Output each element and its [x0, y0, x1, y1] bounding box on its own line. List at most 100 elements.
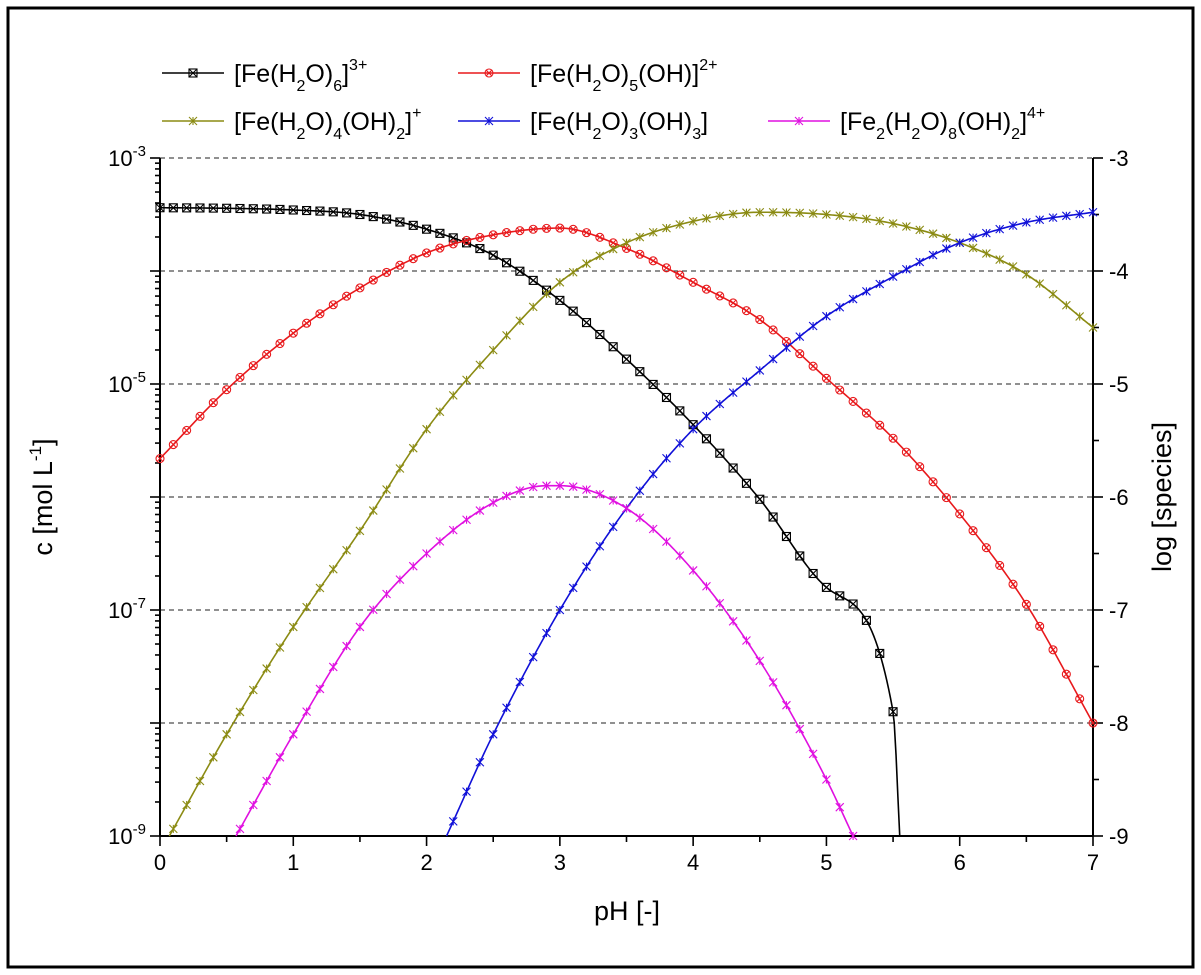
point-s2: [635, 249, 645, 259]
point-s5: [462, 515, 471, 525]
point-s4: [862, 286, 871, 296]
point-s5: [235, 824, 245, 834]
right-tick-label: -7: [1109, 598, 1129, 623]
point-s3: [875, 216, 885, 226]
point-s5: [782, 700, 791, 710]
point-s2: [448, 239, 458, 249]
point-s3: [342, 545, 351, 555]
point-s2: [875, 420, 885, 430]
point-s2: [208, 398, 218, 408]
point-s2: [1048, 645, 1058, 655]
point-s1: [555, 295, 565, 305]
point-s2: [928, 477, 938, 487]
right-tick-label: -6: [1109, 485, 1129, 510]
point-s5: [448, 525, 458, 535]
point-s5: [808, 749, 818, 759]
point-s1: [715, 448, 725, 458]
point-s4: [715, 399, 725, 409]
point-s3: [742, 208, 751, 218]
point-s2: [182, 425, 192, 435]
point-s4: [515, 677, 525, 687]
point-s3: [702, 213, 711, 223]
point-s1: [661, 392, 672, 403]
point-s2: [888, 433, 898, 443]
outer-frame: [6, 6, 1195, 969]
point-s3: [502, 330, 511, 340]
point-s2: [248, 361, 258, 371]
point-s3: [288, 622, 298, 632]
point-s2: [262, 349, 272, 359]
point-s3: [462, 375, 471, 385]
point-s4: [1075, 209, 1085, 219]
point-s2: [901, 447, 911, 457]
x-tick-label: 7: [1087, 850, 1099, 875]
x-tick-label: 5: [820, 850, 832, 875]
point-s3: [515, 316, 525, 326]
point-s5: [848, 831, 858, 841]
right-tick-label: -8: [1109, 711, 1129, 736]
point-s4: [568, 583, 578, 593]
point-s1: [568, 306, 578, 316]
point-s1: [621, 354, 632, 364]
point-s3: [1035, 279, 1045, 289]
x-tick-label: 0: [154, 850, 166, 875]
point-s2: [315, 309, 325, 319]
point-s3: [968, 243, 978, 253]
point-s3: [328, 564, 338, 574]
point-s1: [501, 258, 512, 268]
point-s4: [742, 377, 751, 386]
point-s5: [568, 482, 578, 492]
point-s3: [608, 244, 618, 254]
point-s5: [595, 489, 605, 499]
point-s1: [821, 582, 831, 592]
point-s2: [355, 283, 365, 293]
point-s3: [422, 424, 431, 434]
point-s2: [408, 254, 418, 264]
point-s2: [861, 408, 871, 418]
point-s2: [1035, 621, 1045, 631]
point-s4: [888, 272, 898, 282]
point-s3: [995, 255, 1005, 264]
point-s2: [462, 235, 472, 245]
point-s1: [395, 217, 405, 227]
point-s5: [488, 498, 498, 508]
point-s2: [835, 385, 845, 395]
point-s2: [568, 224, 578, 234]
point-s3: [768, 207, 778, 217]
point-s4: [928, 250, 938, 260]
point-s2: [728, 298, 738, 308]
left-tick-label: 10-9: [108, 821, 146, 849]
legend-entry-s1: [Fe(H2O)6]3+: [162, 57, 367, 95]
point-s2: [1021, 599, 1031, 609]
point-s2: [621, 243, 632, 253]
legend-swatch-marker: [188, 116, 198, 126]
point-s2: [488, 230, 498, 240]
point-s3: [248, 685, 258, 695]
point-s3: [822, 210, 831, 219]
point-s1: [835, 591, 845, 601]
legend-swatch-marker: [484, 68, 494, 78]
point-s4: [1008, 221, 1018, 230]
point-s2: [661, 263, 672, 273]
right-tick-label: -4: [1109, 259, 1129, 284]
point-s2: [701, 284, 712, 294]
point-s1: [795, 551, 805, 561]
point-s2: [422, 248, 432, 258]
point-s3: [195, 776, 205, 786]
point-s5: [515, 486, 525, 495]
series-line-s5: [235, 484, 854, 837]
point-s5: [822, 775, 831, 784]
point-s1: [741, 478, 752, 488]
x-tick-label: 6: [954, 850, 966, 875]
point-s2: [541, 223, 552, 233]
point-s5: [502, 491, 511, 501]
point-s5: [315, 684, 325, 694]
point-s5: [542, 481, 551, 491]
point-s5: [422, 549, 431, 558]
point-s3: [235, 707, 245, 717]
point-s5: [702, 581, 711, 591]
point-s1: [435, 228, 445, 238]
legend-label: [Fe(H2O)6]3+: [234, 57, 367, 95]
point-s5: [715, 598, 725, 608]
left-tick-label: 10-7: [108, 595, 146, 623]
